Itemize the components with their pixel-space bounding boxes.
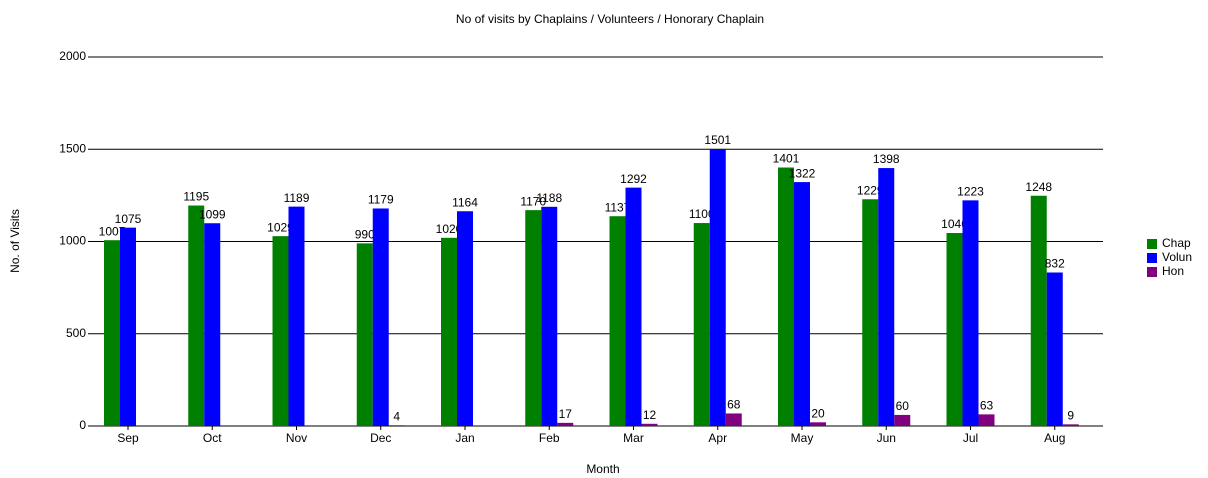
value-label: 1188 (536, 191, 562, 205)
value-label: 1179 (368, 193, 394, 207)
legend-label: Volun (1162, 250, 1192, 264)
legend-swatch (1147, 239, 1157, 249)
bar (794, 182, 810, 426)
bar (1030, 195, 1047, 426)
bar (810, 422, 826, 426)
value-label: 63 (980, 399, 994, 413)
y-tick-label: 1000 (59, 234, 86, 248)
chart-title: No of visits by Chaplains / Volunteers /… (456, 12, 764, 26)
bar (962, 200, 979, 426)
bar (388, 425, 405, 426)
bar (778, 167, 794, 426)
bar (372, 208, 389, 426)
x-tick-label: Dec (370, 431, 391, 445)
x-tick-label: Sep (117, 431, 139, 445)
bar (457, 211, 473, 426)
value-label: 12 (643, 408, 657, 422)
x-axis-label: Month (586, 462, 619, 476)
value-label: 1401 (773, 152, 800, 166)
bar (557, 422, 574, 426)
bar (862, 199, 879, 426)
value-label: 1137 (605, 200, 631, 214)
legend-swatch (1147, 253, 1157, 263)
x-tick-label: Jan (455, 431, 474, 445)
value-label: 1020 (436, 222, 463, 236)
legend-swatch (1147, 267, 1157, 277)
value-label: 1248 (1025, 180, 1052, 194)
bar (1062, 424, 1079, 426)
value-label: 60 (896, 399, 910, 413)
value-label: 1099 (199, 207, 226, 221)
bar (878, 168, 895, 426)
value-label: 1164 (452, 195, 478, 209)
x-tick-label: Jul (963, 431, 978, 445)
value-label: 832 (1045, 257, 1065, 271)
value-label: 1223 (957, 185, 984, 199)
bar (894, 414, 911, 426)
bar (709, 149, 726, 427)
value-label: 20 (811, 406, 825, 420)
x-tick-label: Apr (708, 431, 727, 445)
y-tick-label: 0 (79, 418, 86, 432)
value-label: 1195 (183, 190, 209, 204)
value-label: 68 (727, 398, 741, 412)
value-label: 1046 (941, 217, 968, 231)
value-label: 1170 (520, 194, 546, 208)
bar (625, 187, 642, 426)
bar (288, 206, 305, 426)
value-label: 990 (355, 228, 375, 242)
bar (541, 206, 558, 426)
value-label: 1398 (873, 152, 900, 166)
bar (441, 237, 457, 426)
y-tick-label: 1500 (59, 141, 86, 155)
bar (188, 205, 205, 426)
bar (356, 243, 373, 426)
value-label: 1189 (284, 191, 310, 205)
value-label: 1007 (99, 224, 126, 238)
bar (272, 236, 289, 426)
bar (204, 223, 221, 426)
bar (978, 414, 995, 426)
y-tick-label: 2000 (59, 49, 86, 63)
bar (725, 413, 742, 426)
bar (1046, 272, 1063, 426)
value-label: 1229 (857, 183, 884, 197)
bar (641, 423, 658, 426)
x-tick-label: Nov (286, 431, 307, 445)
value-label: 1100 (689, 207, 715, 221)
y-tick-label: 500 (66, 326, 86, 340)
value-label: 17 (559, 407, 573, 421)
value-label: 4 (393, 409, 400, 423)
bar (693, 223, 710, 426)
x-tick-label: Aug (1044, 431, 1065, 445)
bar (104, 240, 120, 426)
bar (609, 216, 626, 426)
x-tick-label: Mar (623, 431, 644, 445)
value-label: 1029 (267, 220, 294, 234)
x-tick-label: Jun (877, 431, 896, 445)
value-label: 9 (1067, 409, 1074, 423)
legend-label: Chap (1162, 236, 1191, 250)
x-tick-label: May (791, 431, 814, 445)
bar (525, 210, 542, 426)
legend-label: Hon (1162, 264, 1184, 278)
bar (120, 227, 136, 426)
y-axis-label: No. of Visits (8, 209, 22, 273)
value-label: 1292 (620, 172, 647, 186)
x-tick-label: Feb (539, 431, 560, 445)
x-tick-label: Oct (203, 431, 222, 445)
value-label: 1322 (789, 166, 816, 180)
value-label: 1501 (704, 133, 731, 147)
value-label: 1075 (115, 212, 142, 226)
bar (946, 233, 963, 426)
